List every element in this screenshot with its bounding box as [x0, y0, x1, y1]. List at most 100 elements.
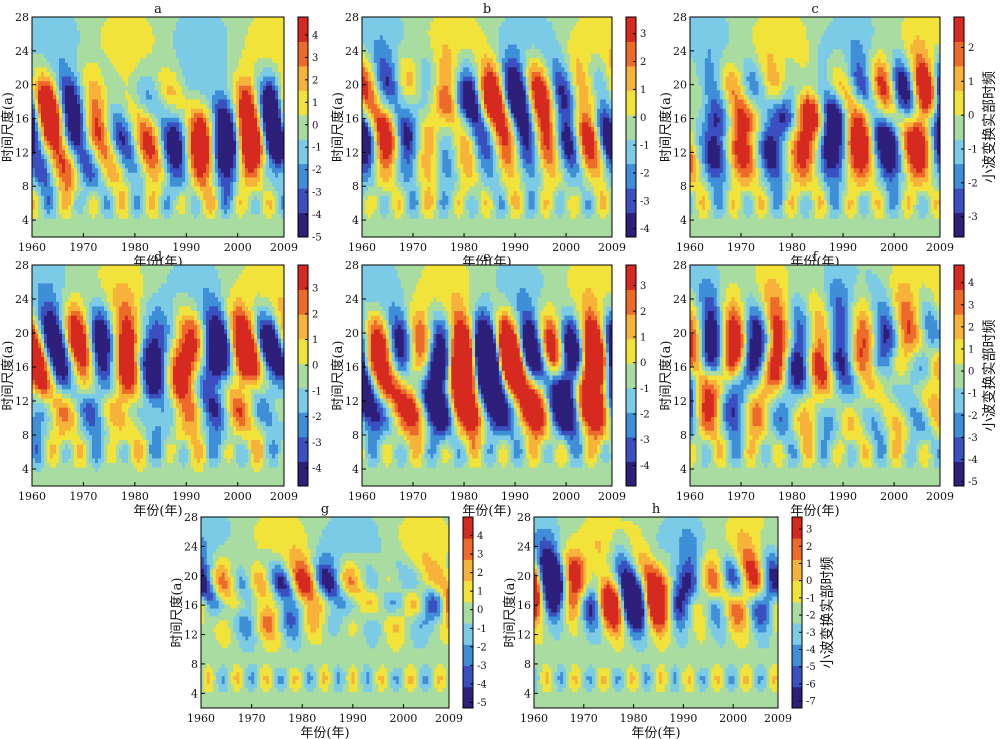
- colorbar-segment: [463, 644, 473, 667]
- y-tick-label: 24: [15, 293, 29, 306]
- colorbar-segment: [298, 90, 308, 116]
- colorbar-segment: [298, 188, 308, 214]
- colorbar-tick-label: 1: [640, 332, 646, 343]
- x-tick-label: 2000: [552, 490, 580, 503]
- colorbar-tick-label: 3: [806, 525, 812, 536]
- colorbar-segment: [298, 114, 308, 140]
- wavelet-field: [32, 265, 284, 486]
- y-tick-label: 24: [345, 45, 359, 58]
- y-tick-label: 28: [345, 259, 359, 272]
- y-axis-label: 时间尺度(a): [658, 92, 674, 162]
- y-axis-label: 时间尺度(a): [502, 578, 518, 648]
- colorbar-tick-label: 1: [312, 98, 318, 109]
- y-tick-label: 16: [345, 113, 359, 126]
- colorbar-segment: [954, 289, 964, 315]
- colorbar-segment: [792, 686, 802, 709]
- y-axis-label: 时间尺度(a): [0, 341, 16, 411]
- x-tick-label: 2009: [435, 712, 463, 725]
- x-tick-label: 2000: [719, 712, 747, 725]
- colorbar: -5 -4 -3 -2 -1 0 1 2 3 4: [462, 516, 487, 709]
- x-tick-label: 1980: [778, 241, 806, 254]
- y-tick-label: 24: [184, 540, 198, 553]
- colorbar-tick-label: -2: [968, 178, 978, 189]
- colorbar-tick-label: -2: [806, 611, 816, 622]
- colorbar-segment: [626, 314, 636, 340]
- colorbar: -3 -2 -1 0 1 2 小波变换实部时频: [953, 16, 998, 238]
- colorbar-segment: [626, 289, 636, 315]
- colorbar-segment: [792, 623, 802, 645]
- colorbar-tick-label: 0: [640, 358, 646, 369]
- x-tick-label: 1980: [620, 712, 648, 725]
- y-tick-label: 20: [517, 570, 531, 583]
- y-tick-label: 28: [673, 259, 687, 272]
- colorbar-frame: [953, 16, 965, 238]
- y-tick-label: 4: [352, 214, 359, 227]
- x-tick-label: 1970: [69, 241, 97, 254]
- y-tick-label: 16: [15, 113, 29, 126]
- colorbar-frame: [625, 264, 637, 487]
- colorbar-segment: [626, 265, 636, 291]
- colorbar-segment: [954, 387, 964, 413]
- colorbar: -5 -4 -3 -2 -1 0 1 2 3 4: [297, 16, 322, 244]
- y-tick-label: 28: [517, 511, 531, 524]
- colorbar-segment: [626, 387, 636, 413]
- colorbar-segment: [954, 338, 964, 364]
- y-tick-label: 16: [673, 113, 687, 126]
- colorbar-segment: [626, 363, 636, 389]
- y-tick-label: 4: [352, 463, 359, 476]
- colorbar-segment: [954, 17, 964, 42]
- colorbar-tick-label: 1: [312, 335, 318, 346]
- colorbar-segment: [298, 436, 308, 462]
- colorbar-segment: [626, 139, 636, 165]
- colorbar-frame: [625, 16, 637, 238]
- y-tick-label: 20: [673, 327, 687, 340]
- colorbar: -5 -4 -3 -2 -1 0 1 2 3 4 小波变换实部时频: [953, 264, 998, 488]
- x-axis-label: 年份(年): [631, 726, 680, 739]
- x-tick-label: 1980: [450, 490, 478, 503]
- x-tick-label: 1990: [829, 241, 857, 254]
- colorbar-tick-label: -3: [312, 438, 322, 449]
- colorbar-tick-label: -5: [968, 477, 978, 488]
- colorbar-segment: [463, 665, 473, 688]
- colorbar-segment: [792, 644, 802, 667]
- colorbar-segment: [954, 363, 964, 389]
- colorbar-frame: [791, 516, 803, 709]
- colorbar-segment: [463, 517, 473, 539]
- colorbar-tick-label: -4: [312, 210, 322, 221]
- colorbar-segment: [626, 114, 636, 140]
- colorbar-segment: [792, 559, 802, 582]
- colorbar-tick-label: 0: [477, 605, 483, 616]
- colorbar-tick-label: 2: [640, 307, 646, 318]
- colorbar-tick-label: -5: [477, 698, 487, 709]
- colorbar: -4 -3 -2 -1 0 1 2 3: [625, 264, 650, 487]
- colorbar-tick-label: 2: [968, 322, 974, 333]
- colorbar-segment: [954, 41, 964, 67]
- colorbar-segment: [792, 538, 802, 560]
- colorbar-segment: [792, 517, 802, 539]
- colorbar-segment: [463, 580, 473, 603]
- x-tick-label: 1970: [727, 241, 755, 254]
- y-tick-label: 20: [184, 570, 198, 583]
- x-tick-label: 1960: [676, 490, 704, 503]
- colorbar-tick-label: -5: [312, 233, 322, 244]
- colorbar-segment: [954, 139, 964, 165]
- panel-title: h: [652, 502, 661, 517]
- y-tick-label: 4: [524, 687, 531, 700]
- x-tick-label: 2000: [552, 241, 580, 254]
- colorbar-tick-label: 4: [968, 278, 974, 289]
- colorbar-segment: [954, 314, 964, 340]
- x-tick-label: 2009: [598, 241, 626, 254]
- colorbar-tick-label: 2: [312, 309, 318, 320]
- colorbar-tick-label: -3: [806, 628, 816, 639]
- colorbar-segment: [954, 90, 964, 116]
- y-axis-label: 时间尺度(a): [0, 92, 16, 162]
- panel-title: c: [811, 2, 818, 17]
- colorbar-segment: [954, 163, 964, 189]
- x-axis-label: 年份(年): [462, 504, 511, 519]
- wavelet-field: [534, 517, 778, 708]
- colorbar-segment: [298, 363, 308, 389]
- colorbar-segment: [954, 188, 964, 214]
